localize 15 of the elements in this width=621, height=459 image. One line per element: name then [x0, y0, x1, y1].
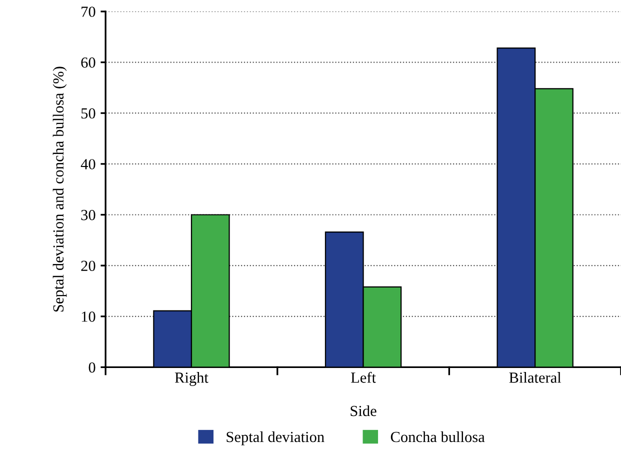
- y-tick-label: 0: [88, 362, 96, 373]
- legend-label: Concha bullosa: [390, 431, 485, 442]
- y-tick-label: 30: [81, 210, 96, 220]
- legend-label: Septal deviation: [226, 431, 324, 446]
- y-tick-label: 10: [82, 312, 96, 322]
- x-tick-label: Left: [351, 372, 376, 383]
- x-tick-label: Right: [174, 372, 208, 386]
- y-tick-label: 70: [82, 6, 96, 17]
- y-axis-title: Septal deviation and concha bullosa (%): [52, 66, 67, 312]
- y-tick-label: 40: [80, 159, 96, 170]
- x-tick-label: Bilateral: [509, 372, 562, 383]
- y-tick-label: 20: [81, 260, 96, 272]
- y-tick-label: 50: [81, 108, 96, 119]
- y-tick-label: 60: [81, 57, 96, 68]
- x-axis-title: Side: [350, 405, 376, 416]
